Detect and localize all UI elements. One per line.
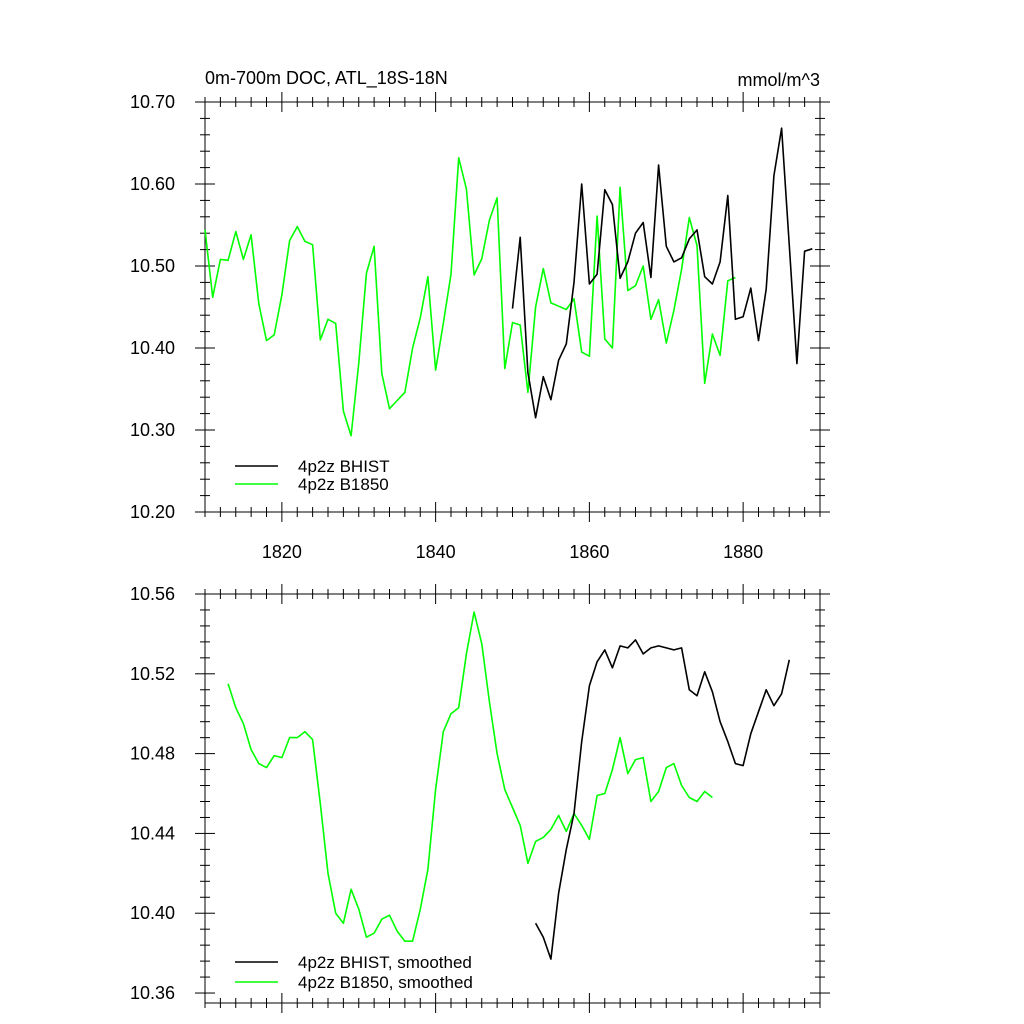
legend-label: 4p2z B1850, smoothed: [298, 973, 473, 992]
y-tick-label: 10.50: [130, 256, 175, 276]
y-tick-label: 10.70: [130, 92, 175, 112]
y-tick-label: 10.52: [130, 664, 175, 684]
y-tick-label: 10.40: [130, 338, 175, 358]
top-panel-axes: 10.20 10.30 10.40 10.50 10.60 10.70 1820 1840 18…: [130, 92, 830, 562]
x-tick-label: 1840: [416, 542, 456, 562]
top-panel-lines: [204, 127, 813, 437]
top-panel-units: mmol/m^3: [738, 70, 820, 90]
x-tick-label: 1820: [262, 542, 302, 562]
series-line-0: [511, 127, 813, 419]
bottom-panel-lines: [227, 611, 791, 960]
series-line-0: [534, 639, 791, 960]
series-line-1: [227, 611, 713, 943]
y-tick-label: 10.44: [130, 823, 175, 843]
top-panel: 0m-700m DOC, ATL_18S-18N mmol/m^3 10.201…: [130, 68, 830, 562]
y-tick-label: 10.48: [130, 744, 175, 764]
bottom-panel: 10.36 10.40 10.44 10.48 10.52 10.56 4p2z BHIS…: [130, 584, 830, 1013]
y-tick-label: 10.36: [130, 983, 175, 1003]
top-panel-title: 0m-700m DOC, ATL_18S-18N: [205, 68, 448, 89]
legend-label: 4p2z BHIST, smoothed: [298, 953, 472, 972]
legend-label: 4p2z B1850: [298, 475, 389, 494]
legend-label: 4p2z BHIST: [298, 457, 390, 476]
y-tick-label: 10.30: [130, 420, 175, 440]
x-tick-label: 1880: [723, 542, 763, 562]
plot-frame: [204, 593, 821, 1004]
y-tick-label: 10.56: [130, 584, 175, 604]
y-tick-label: 10.20: [130, 502, 175, 522]
series-line-1: [204, 157, 736, 437]
y-tick-label: 10.60: [130, 174, 175, 194]
bottom-panel-axes: 10.36 10.40 10.44 10.48 10.52 10.56: [130, 584, 830, 1013]
x-tick-label: 1860: [569, 542, 609, 562]
y-tick-label: 10.40: [130, 903, 175, 923]
